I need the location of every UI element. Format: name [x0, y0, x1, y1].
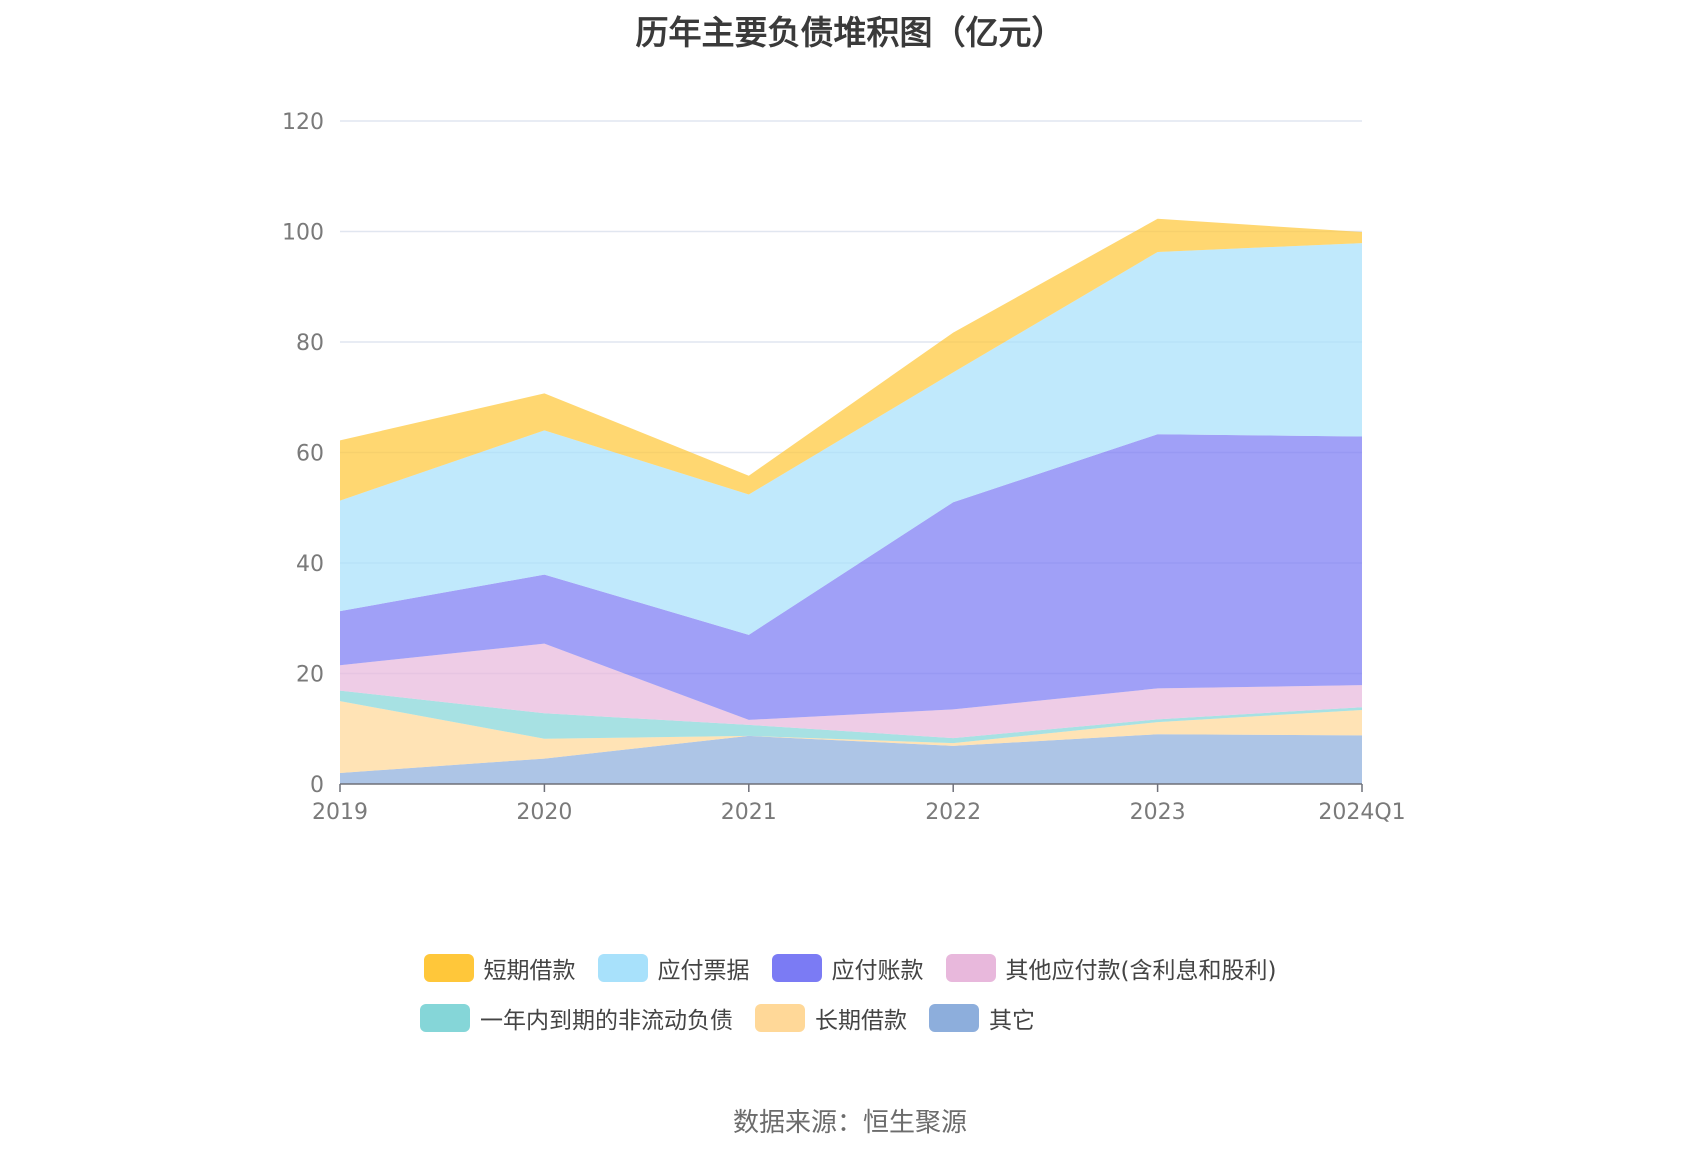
data-source: 数据来源：恒生聚源 [732, 1108, 967, 1138]
x-tick-label: 2024Q1 [1318, 800, 1405, 825]
y-tick-label: 40 [296, 552, 324, 577]
legend-label: 一年内到期的非流动负债 [480, 1008, 733, 1034]
y-tick-label: 80 [296, 331, 324, 356]
legend-item[interactable]: 应付账款 [771, 948, 924, 988]
legend-label: 应付账款 [831, 958, 924, 984]
legend-item[interactable]: 短期借款 [423, 948, 576, 988]
legend-swatch [423, 954, 474, 982]
legend-item[interactable]: 应付票据 [597, 948, 750, 988]
y-tick-label: 20 [296, 663, 324, 688]
legend-item[interactable]: 一年内到期的非流动负债 [420, 998, 733, 1038]
area-应付票据 [340, 243, 1362, 635]
legend-row: 一年内到期的非流动负债 长期借款 其它 [0, 998, 1700, 1038]
legend-label: 短期借款 [483, 958, 576, 984]
y-tick-label: 120 [282, 110, 324, 135]
legend-item[interactable]: 长期借款 [755, 998, 907, 1038]
area-短期借款 [340, 218, 1362, 501]
legend-label: 长期借款 [815, 1008, 907, 1034]
legend-label: 应付票据 [657, 958, 750, 984]
x-tick-label: 2023 [1130, 800, 1186, 825]
legend: 短期借款 应付票据 应付账款 其他应付款(含利息和股利) 一年内到期的非流动负债 长期借款… [0, 948, 1700, 1048]
x-tick-label: 2020 [516, 800, 572, 825]
area-一年内到期的非流动负债 [340, 690, 1362, 744]
legend-swatch [597, 954, 648, 982]
chart-title: 历年主要负债堆积图（亿元） [635, 13, 1065, 52]
x-tick-label: 2022 [925, 800, 981, 825]
legend-swatch [929, 1004, 979, 1032]
legend-swatch [771, 954, 822, 982]
x-tick-label: 2019 [312, 800, 368, 825]
y-tick-label: 100 [282, 221, 324, 246]
legend-row: 短期借款 应付票据 应付账款 其他应付款(含利息和股利) [0, 948, 1700, 988]
x-tick-label: 2021 [721, 800, 777, 825]
legend-swatch [420, 1004, 470, 1032]
legend-label: 其他应付款(含利息和股利) [1005, 958, 1277, 984]
legend-label: 其它 [989, 1008, 1035, 1034]
legend-swatch [755, 1004, 805, 1032]
y-tick-label: 60 [296, 442, 324, 467]
area-layers [340, 218, 1362, 784]
area-应付账款 [340, 434, 1362, 720]
legend-swatch [945, 954, 996, 982]
area-其它 [340, 734, 1362, 784]
legend-item[interactable]: 其它 [929, 998, 1035, 1038]
legend-item[interactable]: 其他应付款(含利息和股利) [945, 948, 1277, 988]
y-tick-label: 0 [310, 773, 324, 798]
area-长期借款 [340, 701, 1362, 773]
area-其他应付款(含利息和股利) [340, 643, 1362, 739]
